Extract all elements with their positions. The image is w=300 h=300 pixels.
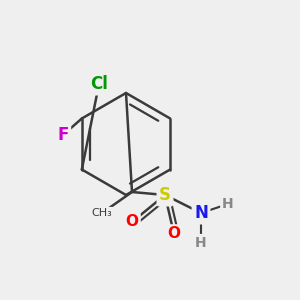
Text: H: H <box>222 197 234 211</box>
Text: S: S <box>159 186 171 204</box>
Text: O: O <box>125 214 139 230</box>
Text: H: H <box>195 236 207 250</box>
Text: N: N <box>194 204 208 222</box>
Text: CH₃: CH₃ <box>92 208 112 218</box>
Text: F: F <box>57 126 69 144</box>
Text: O: O <box>167 226 181 242</box>
Text: Cl: Cl <box>90 75 108 93</box>
